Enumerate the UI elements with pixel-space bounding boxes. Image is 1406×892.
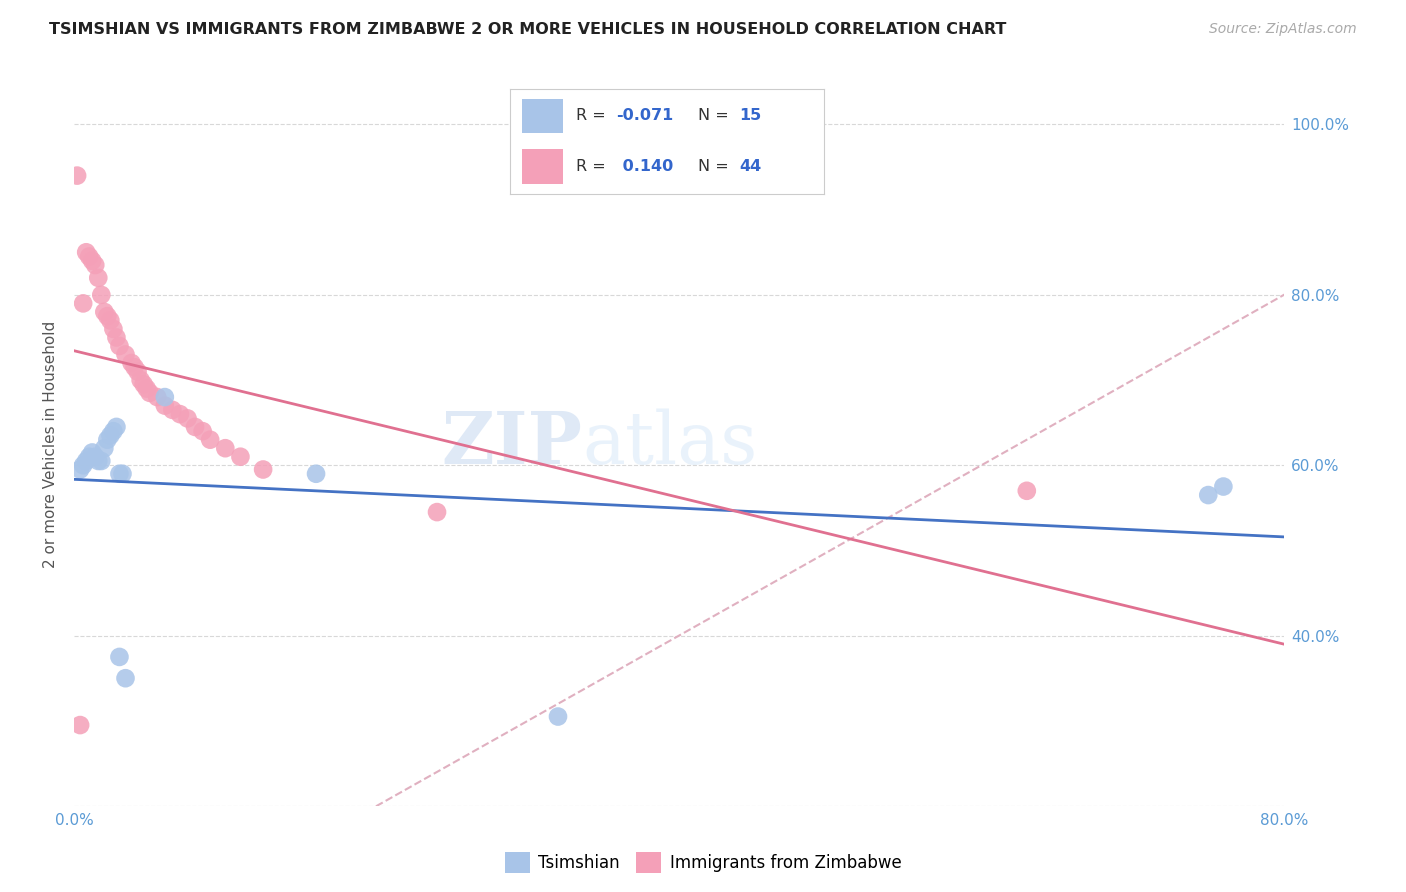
Point <box>100 313 122 327</box>
Point <box>214 441 236 455</box>
Point <box>82 253 104 268</box>
Text: atlas: atlas <box>582 409 758 479</box>
Point <box>191 424 214 438</box>
Point <box>124 360 146 375</box>
Point <box>135 382 157 396</box>
Point <box>198 433 221 447</box>
Point <box>75 245 97 260</box>
Point <box>111 467 134 481</box>
Point <box>146 390 169 404</box>
Point <box>103 322 125 336</box>
Point <box>1015 483 1038 498</box>
Point <box>87 454 110 468</box>
Point <box>84 450 107 464</box>
Point <box>132 377 155 392</box>
Point <box>96 433 118 447</box>
Point <box>87 270 110 285</box>
Point <box>108 339 131 353</box>
Text: Source: ZipAtlas.com: Source: ZipAtlas.com <box>1209 22 1357 37</box>
Legend: Tsimshian, Immigrants from Zimbabwe: Tsimshian, Immigrants from Zimbabwe <box>498 846 908 880</box>
Point <box>114 347 136 361</box>
Point <box>69 718 91 732</box>
Point <box>108 649 131 664</box>
Point <box>1197 488 1219 502</box>
Point <box>93 441 115 455</box>
Point <box>153 399 176 413</box>
Point <box>66 169 89 183</box>
Point <box>127 365 149 379</box>
Point <box>1212 479 1234 493</box>
Point <box>93 305 115 319</box>
Point <box>169 407 191 421</box>
Point <box>108 467 131 481</box>
Point <box>105 330 128 344</box>
Point <box>100 428 122 442</box>
Point <box>69 462 91 476</box>
Point <box>138 385 160 400</box>
Point <box>121 356 143 370</box>
Point <box>184 420 207 434</box>
Point <box>96 309 118 323</box>
Point <box>305 467 328 481</box>
Point <box>176 411 198 425</box>
Point <box>84 258 107 272</box>
Point <box>105 420 128 434</box>
Point <box>426 505 449 519</box>
Point <box>229 450 252 464</box>
Point <box>75 454 97 468</box>
Point <box>547 709 569 723</box>
Point <box>114 671 136 685</box>
Point <box>90 288 112 302</box>
Point <box>82 445 104 459</box>
Point <box>103 424 125 438</box>
Text: ZIP: ZIP <box>441 409 582 479</box>
Point <box>77 450 100 464</box>
Point <box>72 458 94 473</box>
Point <box>162 402 184 417</box>
Point <box>153 390 176 404</box>
Point <box>77 250 100 264</box>
Text: TSIMSHIAN VS IMMIGRANTS FROM ZIMBABWE 2 OR MORE VEHICLES IN HOUSEHOLD CORRELATIO: TSIMSHIAN VS IMMIGRANTS FROM ZIMBABWE 2 … <box>49 22 1007 37</box>
Point <box>72 296 94 310</box>
Point <box>129 373 152 387</box>
Point <box>90 454 112 468</box>
Y-axis label: 2 or more Vehicles in Household: 2 or more Vehicles in Household <box>44 320 58 567</box>
Point <box>252 462 274 476</box>
